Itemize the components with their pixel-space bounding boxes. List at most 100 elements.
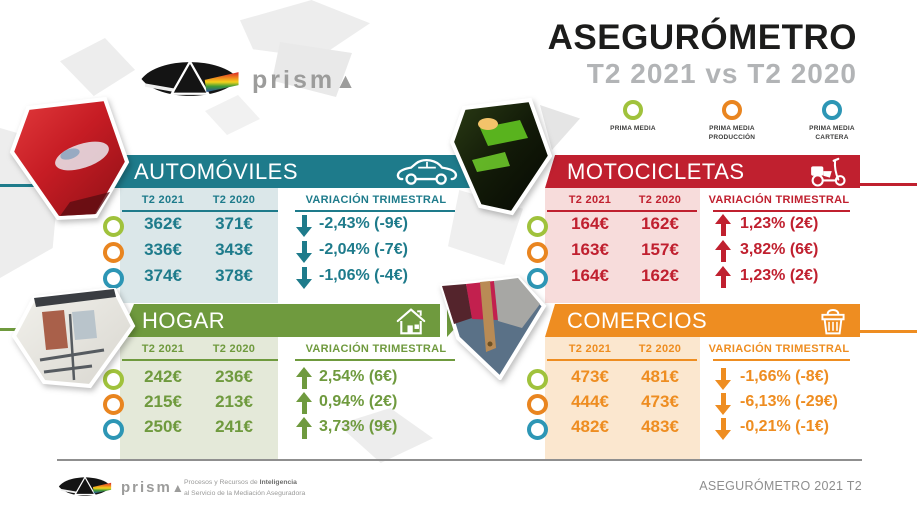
table-row: 163€ 157€ 3,82% (6€) [518, 239, 917, 265]
section-panel [545, 188, 700, 303]
section-header-band: AUTOMÓVILES [112, 155, 470, 188]
section-title: MOTOCICLETAS [567, 159, 745, 184]
value-2021: 473€ [571, 367, 609, 386]
section-header-band: HOGAR [120, 304, 440, 337]
triangle-glyph: ▲ [335, 70, 356, 93]
variation-value: -2,04% (-7€) [319, 241, 408, 258]
variation-value: -6,13% (-29€) [740, 393, 838, 410]
section-header-band: MOTOCICLETAS [545, 155, 860, 188]
column-header-2021: T2 2021 [568, 194, 612, 206]
footer-document-label: ASEGURÓMETRO 2021 T2 [699, 479, 862, 493]
prima-media-ring-icon [527, 369, 548, 390]
table-row: 482€ 483€ -0,21% (-1€) [518, 416, 917, 442]
table-row: 250€ 241€ 3,73% (9€) [95, 416, 505, 442]
value-2021: 215€ [144, 392, 182, 411]
value-2021: 336€ [144, 240, 182, 259]
trend-down-icon [296, 240, 313, 263]
section-header-band: COMERCIOS [545, 304, 860, 337]
page-title: ASEGURÓMETRO [547, 18, 857, 57]
scooter-icon [811, 157, 846, 187]
value-2020: 213€ [215, 392, 253, 411]
value-2020: 162€ [641, 214, 679, 233]
prima-media-produccion-ring-icon [527, 242, 548, 263]
trend-up-icon [715, 266, 732, 289]
house-icon [396, 308, 426, 335]
variation-value: -2,43% (-9€) [319, 215, 408, 232]
table-row: 473€ 481€ -1,66% (-8€) [518, 366, 917, 392]
prima-media-cartera-ring-icon [103, 419, 124, 440]
value-2020: 157€ [641, 240, 679, 259]
building-photo-wedge [12, 288, 136, 389]
prima-media-produccion-ring-icon [527, 394, 548, 415]
value-2020: 378€ [215, 266, 253, 285]
value-2021: 164€ [571, 266, 609, 285]
footer-divider [57, 459, 862, 461]
prima-media-cartera-ring-icon [527, 268, 548, 289]
value-2020: 371€ [215, 214, 253, 233]
section-title: HOGAR [142, 308, 226, 333]
prima-media-produccion-ring-icon [722, 100, 742, 120]
prima-media-cartera-ring-icon [103, 268, 124, 289]
variation-value: 1,23% (2€) [740, 215, 819, 232]
legend-item-prima-media-cartera: PRIMA MEDIA CARTERA [800, 100, 864, 142]
value-2020: 241€ [215, 417, 253, 436]
value-2020: 343€ [215, 240, 253, 259]
comercios-edge-line [856, 330, 917, 333]
column-header-2020: T2 2020 [212, 343, 256, 355]
table-row: 164€ 162€ 1,23% (2€) [518, 213, 917, 239]
header-rule [547, 359, 697, 361]
triangle-glyph: ▲ [171, 481, 184, 495]
prima-media-ring-icon [623, 100, 643, 120]
section-title: COMERCIOS [567, 308, 708, 333]
header-rule [295, 210, 455, 212]
prisma-eye-icon [141, 59, 239, 96]
motorcycle-photo-wedge [450, 98, 552, 216]
trend-up-icon [296, 367, 313, 390]
column-header-2020: T2 2020 [212, 194, 256, 206]
column-header-2021: T2 2021 [568, 343, 612, 355]
section-title: AUTOMÓVILES [134, 159, 299, 184]
prima-media-ring-icon [103, 369, 124, 390]
value-2020: 473€ [641, 392, 679, 411]
basket-icon [821, 309, 845, 335]
trend-down-icon [715, 392, 732, 415]
column-header-2021: T2 2021 [141, 194, 185, 206]
variation-value: 3,73% (9€) [319, 418, 398, 435]
brand-tagline: Procesos y Recursos de Inteligencia al S… [184, 479, 306, 497]
section-panel [120, 188, 278, 303]
prima-media-ring-icon [527, 216, 548, 237]
motocicletas-edge-line [858, 183, 917, 186]
table-row: 242€ 236€ 2,54% (6€) [95, 366, 505, 392]
table-row: 362€ 371€ -2,43% (-9€) [95, 213, 505, 239]
trend-down-icon [715, 417, 732, 440]
section-panel [120, 337, 278, 460]
trend-up-icon [715, 214, 732, 237]
variation-value: 1,23% (2€) [740, 267, 819, 284]
legend-label: PRIMA MEDIA CARTERA [809, 125, 855, 142]
section-hogar: HOGAR T2 2021 T2 2020 VARIACIÓN TRIMESTR… [95, 304, 505, 464]
prima-media-cartera-ring-icon [822, 100, 842, 120]
legend-item-prima-media-produccion: PRIMA MEDIA PRODUCCIÓN [700, 100, 764, 142]
car-icon [396, 159, 458, 185]
column-header-variation: VARIACIÓN TRIMESTRAL [708, 194, 850, 206]
variation-value: 2,54% (6€) [319, 368, 398, 385]
table-row: 215€ 213€ 0,94% (2€) [95, 391, 505, 417]
column-header-variation: VARIACIÓN TRIMESTRAL [305, 194, 447, 206]
legend-label: PRIMA MEDIA PRODUCCIÓN [708, 125, 756, 142]
column-header-2020: T2 2020 [638, 194, 682, 206]
value-2020: 162€ [641, 266, 679, 285]
header-rule [122, 210, 278, 212]
value-2021: 164€ [571, 214, 609, 233]
trend-down-icon [296, 266, 313, 289]
variation-value: -1,06% (-4€) [319, 267, 408, 284]
legend-item-prima-media: PRIMA MEDIA [601, 100, 665, 133]
variation-value: -0,21% (-1€) [740, 418, 829, 435]
table-row: 164€ 162€ 1,23% (2€) [518, 265, 917, 291]
value-2021: 163€ [571, 240, 609, 259]
section-panel [545, 337, 700, 460]
value-2021: 250€ [144, 417, 182, 436]
prima-media-ring-icon [103, 216, 124, 237]
section-comercios: COMERCIOS T2 2021 T2 2020 VARIACIÓN TRIM… [518, 304, 917, 464]
variation-value: -1,66% (-8€) [740, 368, 829, 385]
